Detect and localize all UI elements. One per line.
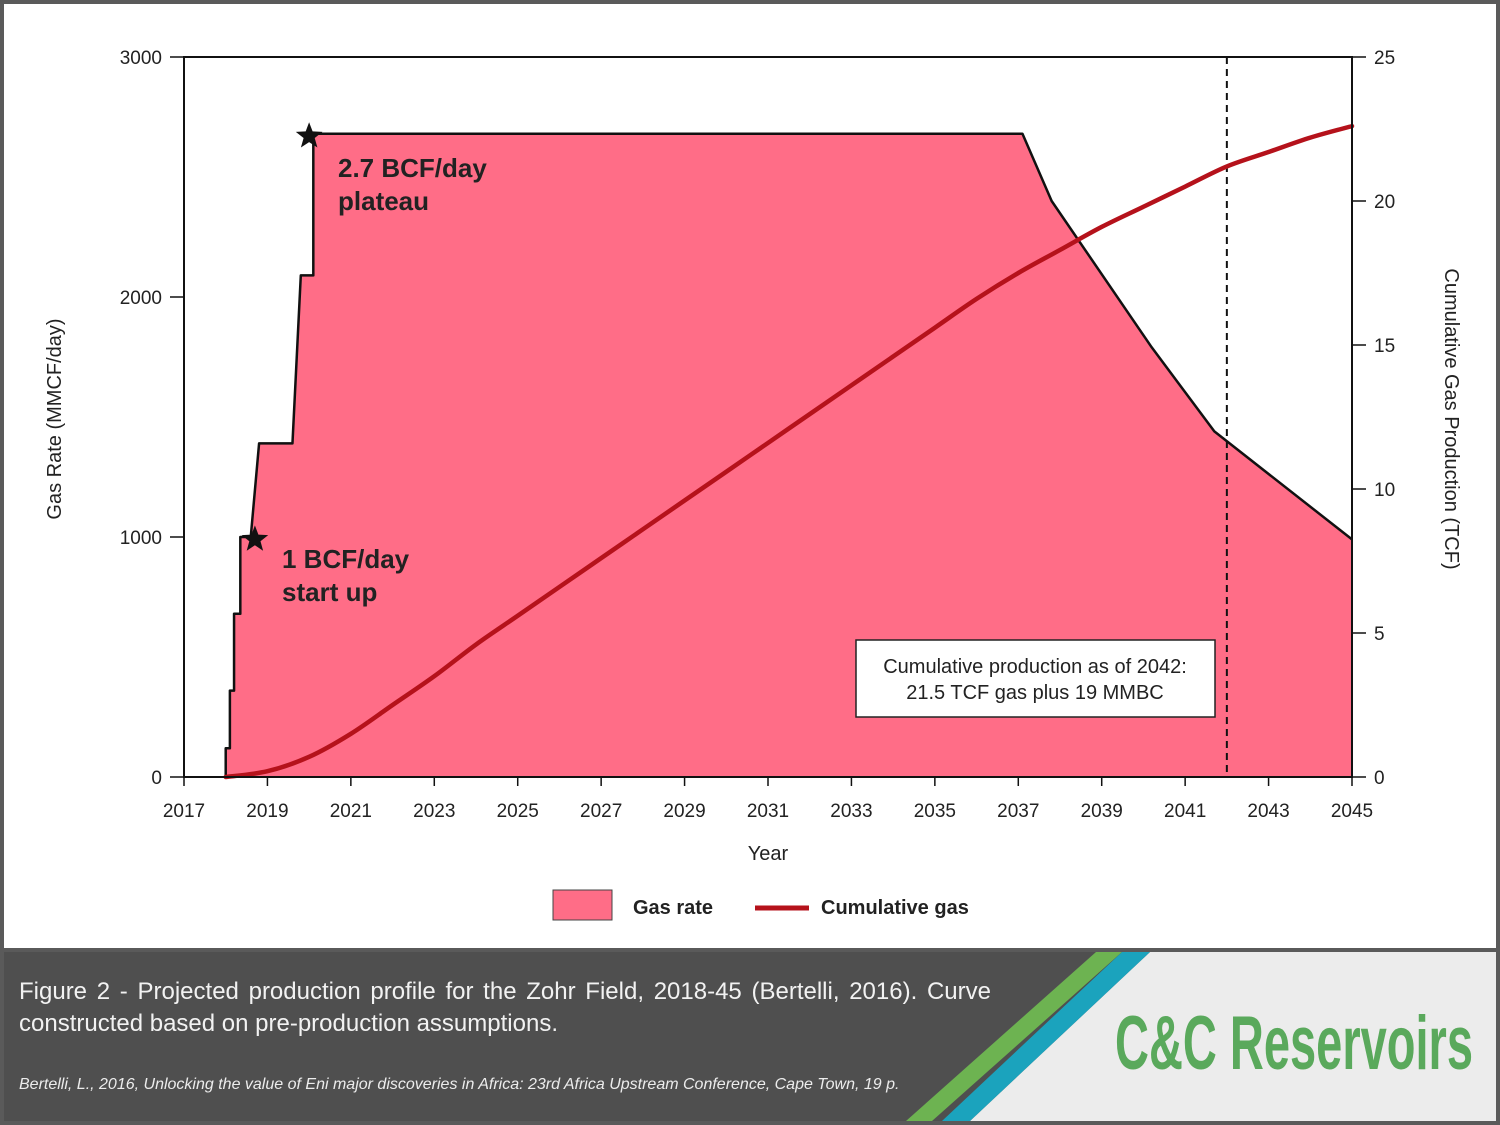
x-tick-label: 2021	[330, 801, 372, 822]
x-tick-label: 2019	[246, 801, 288, 822]
gas-rate-outline	[224, 132, 1353, 777]
y-axis-right-title: Cumulative Gas Production (TCF)	[1440, 268, 1462, 569]
y-left-tick-label: 0	[151, 768, 162, 789]
citation: Bertelli, L., 2016, Unlocking the value …	[19, 1076, 900, 1093]
chart-frame: 2017 2019 2021 2023 2025 2027 2029 2031 2033 2035…	[4, 4, 1496, 948]
x-tick-label: 2045	[1331, 801, 1373, 822]
x-tick-label: 2023	[413, 801, 455, 822]
cumulative-box-line1: Cumulative production as of 2042:	[883, 656, 1187, 678]
plateau-annotation-line2: plateau	[338, 186, 429, 216]
x-tick-label: 2031	[747, 801, 789, 822]
x-tick-label: 2025	[497, 801, 539, 822]
star-marker	[295, 122, 323, 148]
logo-green-stripe	[906, 952, 1122, 1121]
star-marker	[241, 525, 269, 551]
y-left-tick-label: 2000	[120, 288, 162, 309]
x-tick-label: 2017	[163, 801, 205, 822]
x-tick-label: 2041	[1164, 801, 1206, 822]
legend-gas-rate-label: Gas rate	[633, 897, 713, 919]
x-tick-label: 2029	[663, 801, 705, 822]
logo-banner: C&C Reservoirs	[906, 952, 1496, 1121]
x-axis-title: Year	[748, 843, 789, 865]
x-tick-label: 2033	[830, 801, 872, 822]
legend-gas-rate-swatch	[552, 889, 613, 921]
logo-blue-stripe	[942, 952, 1150, 1121]
gas-rate-area	[225, 133, 1353, 778]
plateau-annotation-line1: 2.7 BCF/day	[338, 153, 487, 183]
legend-cumulative-gas-label: Cumulative gas	[821, 897, 969, 919]
x-tick-label: 2027	[580, 801, 622, 822]
y-left-tick-label: 3000	[120, 48, 162, 69]
cumulative-box-line2: 21.5 TCF gas plus 19 MMBC	[906, 682, 1164, 704]
logo-light-panel	[970, 952, 1496, 1121]
caption-panel: C&C Reservoirs Figure 2 - Projected prod…	[4, 952, 1496, 1121]
y-right-tick-label: 10	[1374, 480, 1395, 501]
cumulative-gas-line	[223, 123, 1355, 780]
startup-annotation-line1: 1 BCF/day	[282, 544, 410, 574]
x-tick-label: 2035	[914, 801, 956, 822]
y-right-tick-label: 0	[1374, 768, 1385, 789]
figure-caption: Figure 2 - Projected production profile …	[19, 978, 991, 1037]
x-tick-label: 2037	[997, 801, 1039, 822]
y-axis-left-title: Gas Rate (MMCF/day)	[44, 318, 66, 519]
x-tick-label: 2043	[1247, 801, 1289, 822]
y-right-tick-label: 15	[1374, 336, 1395, 357]
production-chart: 2017 2019 2021 2023 2025 2027 2029 2031 2033 2035…	[44, 48, 1462, 921]
y-right-tick-label: 25	[1374, 48, 1395, 69]
cumulative-box	[855, 639, 1216, 718]
startup-annotation-line2: start up	[282, 577, 377, 607]
y-right-tick-label: 20	[1374, 192, 1395, 213]
y-left-tick-label: 1000	[120, 528, 162, 549]
x-tick-label: 2039	[1081, 801, 1123, 822]
y-right-tick-label: 5	[1374, 624, 1385, 645]
logo-wordmark: C&C Reservoirs	[1115, 1001, 1473, 1086]
